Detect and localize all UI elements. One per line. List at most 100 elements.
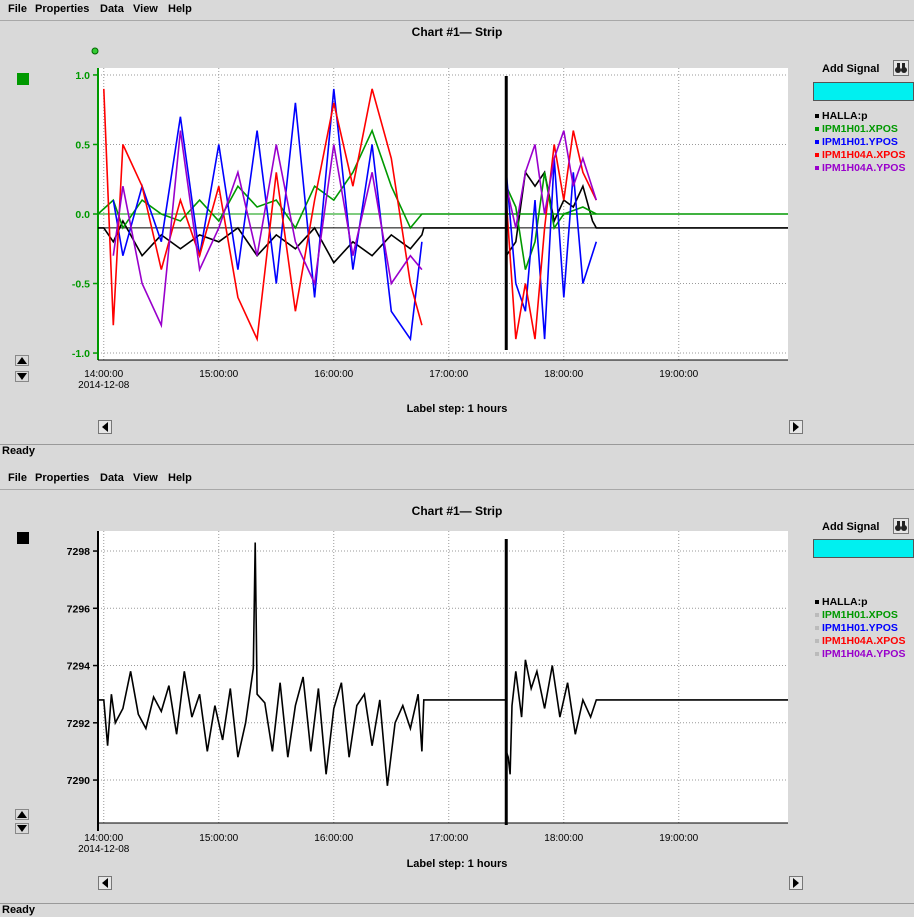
legend-marker [815, 599, 819, 604]
menu-data[interactable]: Data [100, 3, 124, 15]
x-tick-label: 16:00:00 [314, 833, 353, 844]
strip-chart-window-bottom: File Properties Data View Help Chart #1—… [0, 458, 914, 917]
legend-item[interactable]: IPM1H04A.YPOS [813, 648, 914, 661]
legend-item[interactable]: IPM1H04A.YPOS [813, 162, 914, 175]
chart-plot-area[interactable]: 14:00:00 15:00:00 16:00:00 17:00:00 18:00:00… [0, 458, 914, 917]
add-signal-input[interactable] [813, 82, 914, 101]
legend-marker [815, 165, 819, 170]
legend-marker [815, 152, 819, 157]
scroll-right-button[interactable] [789, 876, 803, 890]
legend-item[interactable]: IPM1H04A.XPOS [813, 149, 914, 162]
scroll-left-button[interactable] [98, 876, 112, 890]
search-signal-button[interactable] [893, 60, 909, 76]
selected-signal-color-swatch[interactable] [17, 532, 29, 544]
x-tick-label: 18:00:00 [544, 369, 583, 380]
triangle-down-icon [17, 373, 27, 380]
scroll-right-button[interactable] [789, 420, 803, 434]
series-line-ipm1h01-ypos [112, 88, 423, 342]
x-axis-label-step: Label step: 1 hours [406, 403, 508, 415]
legend-label: IPM1H04A.YPOS [822, 162, 906, 174]
triangle-right-icon [793, 878, 799, 888]
x-tick-label: 16:00:00 [314, 369, 353, 380]
menu-file[interactable]: File [8, 3, 27, 15]
menu-bar: File Properties Data View Help [0, 469, 914, 490]
x-tick-label: 17:00:00 [429, 369, 468, 380]
series-line-ipm1h04a-xpos [103, 88, 423, 343]
legend-item[interactable]: IPM1H04A.XPOS [813, 635, 914, 648]
legend-item[interactable]: IPM1H01.YPOS [813, 136, 914, 149]
legend-marker [815, 651, 819, 656]
scale-up-button[interactable] [15, 355, 29, 366]
legend-label: HALLA:p [822, 110, 868, 122]
add-signal-label: Add Signal [822, 63, 880, 75]
y-tick-label: 0.0 [75, 209, 90, 221]
scale-up-button[interactable] [15, 809, 29, 820]
menu-properties[interactable]: Properties [35, 3, 90, 15]
triangle-down-icon [17, 825, 27, 832]
series-line-ipm1h04a-ypos [505, 130, 598, 229]
chart-title: Chart #1— Strip [411, 25, 503, 39]
chart-plot-area[interactable]: 14:00:00 15:00:00 16:00:00 17:00:00 18:00:00… [0, 0, 914, 458]
menu-file[interactable]: File [8, 472, 27, 484]
signal-legend: HALLA:p IPM1H01.XPOS IPM1H01.YPOS IPM1H04A.… [813, 110, 914, 175]
search-signal-button[interactable] [893, 518, 909, 534]
y-tick-label: -1.0 [72, 348, 90, 360]
legend-marker [815, 113, 819, 118]
legend-marker [815, 638, 819, 643]
legend-item[interactable]: HALLA:p [813, 110, 914, 123]
legend-item[interactable]: HALLA:p [813, 596, 914, 609]
legend-label: IPM1H01.YPOS [822, 622, 898, 634]
status-bar: Ready [0, 444, 914, 458]
scroll-left-button[interactable] [98, 420, 112, 434]
connected-indicator-icon [91, 47, 99, 55]
x-tick-label: 14:00:00 [84, 369, 123, 380]
menu-help[interactable]: Help [168, 3, 192, 15]
legend-item[interactable]: IPM1H01.YPOS [813, 622, 914, 635]
y-tick-label: 0.5 [75, 139, 90, 151]
legend-marker [815, 139, 819, 144]
selected-signal-color-swatch[interactable] [17, 73, 29, 85]
x-axis-label-step: Label step: 1 hours [406, 858, 508, 870]
add-signal-input[interactable] [813, 539, 914, 558]
y-tick-label: 7298 [67, 546, 91, 558]
x-tick-label: 14:00:00 [84, 833, 123, 844]
legend-item[interactable]: IPM1H01.XPOS [813, 609, 914, 622]
menu-view[interactable]: View [133, 3, 158, 15]
menu-help[interactable]: Help [168, 472, 192, 484]
plot-background [98, 531, 788, 823]
menu-view[interactable]: View [133, 472, 158, 484]
legend-label: IPM1H04A.XPOS [822, 635, 906, 647]
legend-marker [815, 625, 819, 630]
triangle-up-icon [17, 811, 27, 818]
legend-label: IPM1H04A.YPOS [822, 648, 906, 660]
x-tick-label: 19:00:00 [659, 369, 698, 380]
triangle-up-icon [17, 357, 27, 364]
y-tick-label: 7292 [67, 718, 91, 730]
x-tick-label: 15:00:00 [199, 369, 238, 380]
legend-label: IPM1H01.XPOS [822, 609, 898, 621]
series-line-halla-p [98, 542, 507, 786]
chart-title: Chart #1— Strip [411, 504, 503, 518]
y-tick-label: -0.5 [72, 279, 90, 291]
y-tick-label: 7290 [67, 775, 91, 787]
series-line-ipm1h04a-ypos [112, 130, 423, 329]
binoculars-icon [895, 521, 907, 531]
scale-down-button[interactable] [15, 823, 29, 834]
legend-label: IPM1H04A.XPOS [822, 149, 906, 161]
signal-legend: HALLA:p IPM1H01.XPOS IPM1H01.YPOS IPM1H04A.… [813, 596, 914, 661]
scale-down-button[interactable] [15, 371, 29, 382]
triangle-right-icon [793, 422, 799, 432]
triangle-left-icon [102, 422, 108, 432]
series-line-ipm1h01-ypos [505, 158, 598, 340]
legend-item[interactable]: IPM1H01.XPOS [813, 123, 914, 136]
series-line-halla-p [505, 659, 788, 775]
x-tick-label: 15:00:00 [199, 833, 238, 844]
legend-marker [815, 612, 819, 617]
y-tick-label: 1.0 [75, 70, 90, 82]
menu-data[interactable]: Data [100, 472, 124, 484]
y-tick-label: 7296 [67, 603, 91, 615]
add-signal-label: Add Signal [822, 521, 880, 533]
menu-properties[interactable]: Properties [35, 472, 90, 484]
status-bar: Ready [0, 903, 914, 917]
legend-marker [815, 126, 819, 131]
